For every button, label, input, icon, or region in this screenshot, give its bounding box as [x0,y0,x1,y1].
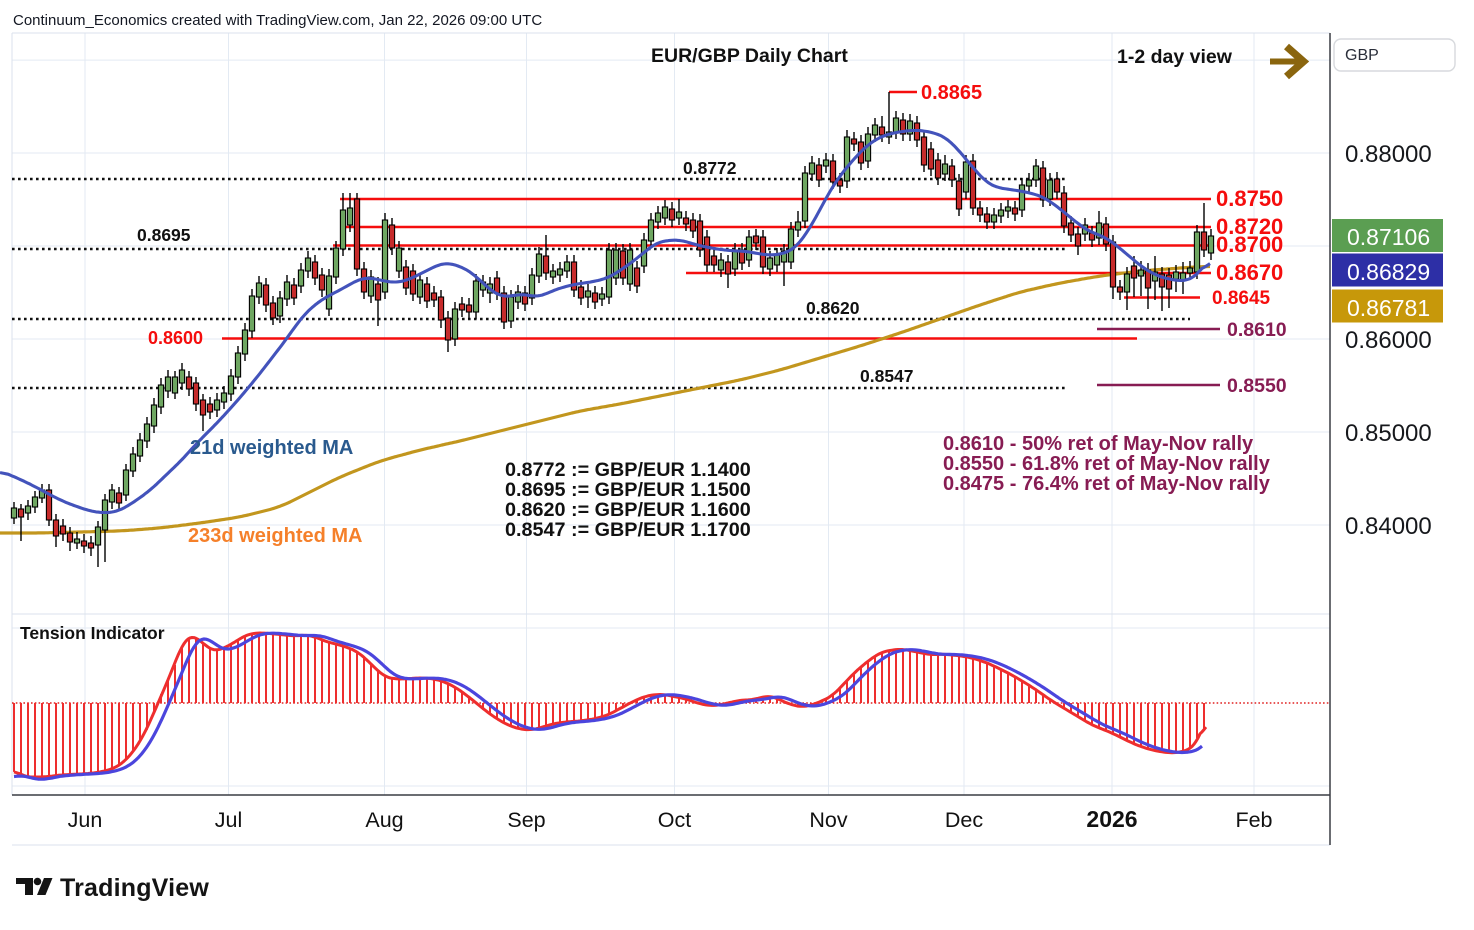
svg-text:0.87106: 0.87106 [1347,224,1430,250]
svg-text:0.8550 - 61.8% ret of May-Nov: 0.8550 - 61.8% ret of May-Nov rally [943,453,1271,475]
svg-text:TradingView: TradingView [60,874,209,902]
svg-text:Aug: Aug [365,808,403,832]
svg-text:0.8695: 0.8695 [137,225,191,245]
svg-text:Sep: Sep [507,808,545,832]
svg-text:0.8750: 0.8750 [1216,186,1283,211]
svg-text:0.8695 := GBP/EUR 1.1500: 0.8695 := GBP/EUR 1.1500 [505,479,751,501]
svg-text:Dec: Dec [945,808,983,832]
svg-text:0.8610: 0.8610 [1227,319,1287,341]
svg-text:2026: 2026 [1086,806,1137,832]
svg-text:0.8550: 0.8550 [1227,375,1287,397]
svg-text:GBP: GBP [1345,47,1379,64]
svg-text:Nov: Nov [809,808,847,832]
svg-text:0.8645: 0.8645 [1212,288,1271,309]
svg-text:Jul: Jul [215,808,242,832]
svg-text:0.8772 := GBP/EUR 1.1400: 0.8772 := GBP/EUR 1.1400 [505,459,751,481]
svg-text:21d weighted MA: 21d weighted MA [190,437,353,459]
svg-text:0.8475 - 76.4% ret of May-Nov: 0.8475 - 76.4% ret of May-Nov rally [943,473,1271,495]
svg-text:0.84000: 0.84000 [1345,513,1432,540]
svg-text:0.86829: 0.86829 [1347,259,1430,285]
svg-text:0.8700: 0.8700 [1216,232,1283,257]
svg-text:0.8547: 0.8547 [860,366,914,386]
svg-text:0.8547 := GBP/EUR 1.1700: 0.8547 := GBP/EUR 1.1700 [505,519,751,541]
svg-text:0.88000: 0.88000 [1345,141,1432,168]
svg-text:0.8720: 0.8720 [1216,214,1283,239]
svg-text:0.8620 := GBP/EUR 1.1600: 0.8620 := GBP/EUR 1.1600 [505,499,751,521]
svg-text:Jun: Jun [68,808,103,832]
svg-text:0.8610 - 50% ret of May-Nov ra: 0.8610 - 50% ret of May-Nov rally [943,433,1254,455]
svg-text:233d weighted MA: 233d weighted MA [188,525,362,547]
svg-text:EUR/GBP Daily Chart: EUR/GBP Daily Chart [651,45,848,67]
svg-text:0.86781: 0.86781 [1347,295,1430,321]
svg-text:0.8620: 0.8620 [806,298,860,318]
svg-text:1-2 day view: 1-2 day view [1117,46,1233,68]
svg-text:Oct: Oct [658,808,691,832]
svg-text:0.8670: 0.8670 [1216,260,1283,285]
svg-text:0.8772: 0.8772 [683,158,737,178]
svg-text:Continuum_Economics created wi: Continuum_Economics created with Trading… [13,12,542,29]
svg-text:Tension Indicator: Tension Indicator [20,623,165,643]
svg-text:0.85000: 0.85000 [1345,420,1432,447]
svg-text:Feb: Feb [1235,808,1272,832]
svg-text:0.8600: 0.8600 [148,328,203,348]
svg-text:0.86000: 0.86000 [1345,327,1432,354]
svg-text:0.8865: 0.8865 [921,82,982,104]
